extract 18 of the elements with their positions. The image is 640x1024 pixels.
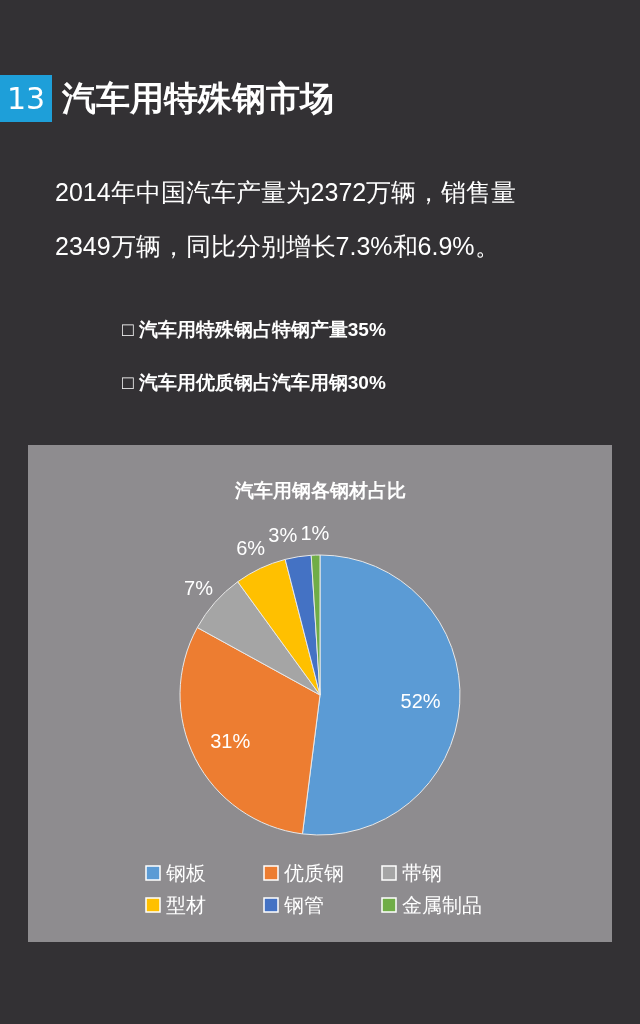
legend-label: 钢板 <box>165 862 206 884</box>
text: □ 汽车用优质钢占汽车用钢30% <box>122 371 386 395</box>
legend-label: 金属制品 <box>402 894 482 916</box>
text: 2014年中国汽车产量为2372万辆，销售量2349万辆，同比分别增长7.3%和6.9%。 <box>55 177 518 262</box>
data-label: 3% <box>268 523 298 546</box>
text: 13 <box>0 75 52 122</box>
text: 汽车用特殊钢市场 <box>62 78 334 119</box>
legend-label: 优质钢 <box>284 862 344 884</box>
chart-title: 汽车用钢各钢材占比 <box>233 480 406 501</box>
text: □ 汽车用特殊钢占特钢产量35% <box>122 318 386 342</box>
data-label: 31% <box>210 729 251 752</box>
data-label: 7% <box>184 576 214 599</box>
data-label: 6% <box>236 537 266 560</box>
legend-label: 型材 <box>166 894 206 916</box>
legend-label: 带钢 <box>402 862 442 884</box>
legend-label: 钢管 <box>283 894 324 916</box>
data-label: 52% <box>400 690 441 713</box>
data-label: 1% <box>300 522 330 545</box>
